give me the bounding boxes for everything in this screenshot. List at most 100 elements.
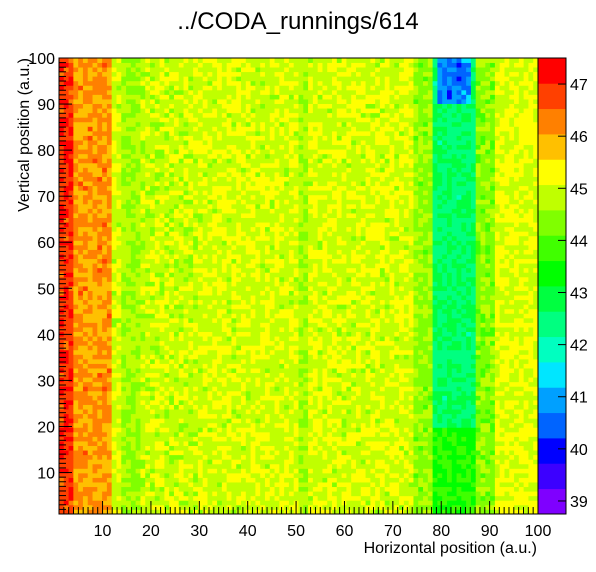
heatmap-cell — [226, 427, 232, 433]
heatmap-cell — [121, 295, 127, 301]
heatmap-cell — [183, 500, 189, 506]
heatmap-cell — [154, 181, 160, 187]
heatmap-cell — [164, 71, 170, 77]
heatmap-cell — [92, 308, 98, 314]
heatmap-cell — [78, 363, 84, 369]
heatmap-cell — [68, 491, 74, 497]
heatmap-cell — [159, 208, 165, 214]
heatmap-cell — [293, 349, 299, 355]
heatmap-cell — [59, 477, 65, 483]
heatmap-cell — [255, 418, 261, 424]
heatmap-cell — [197, 258, 204, 264]
heatmap-cell — [173, 144, 180, 150]
heatmap-cell — [293, 404, 299, 410]
heatmap-cell — [245, 117, 251, 123]
heatmap-cell — [255, 194, 261, 200]
heatmap-cell — [130, 504, 137, 510]
heatmap-cell — [183, 181, 189, 187]
heatmap-cell — [92, 254, 98, 260]
heatmap-cell — [164, 126, 170, 132]
heatmap-cell — [145, 386, 151, 392]
heatmap-cell — [226, 327, 232, 332]
heatmap-cell — [116, 390, 122, 396]
heatmap-cell — [82, 89, 89, 95]
heatmap-cell — [221, 226, 228, 232]
heatmap-cell — [284, 117, 290, 123]
heatmap-cell — [212, 121, 218, 127]
heatmap-cell — [255, 254, 261, 260]
heatmap-cell — [245, 62, 251, 68]
heatmap-cell — [130, 427, 137, 433]
heatmap-cell — [97, 217, 103, 223]
heatmap-cell — [164, 345, 170, 351]
heatmap-cell — [226, 358, 232, 364]
heatmap-cell — [231, 354, 237, 360]
heatmap-cell — [97, 80, 103, 86]
heatmap-cell — [217, 331, 223, 337]
heatmap-cell — [188, 176, 194, 182]
heatmap-cell — [202, 304, 208, 310]
heatmap-cell — [111, 482, 117, 488]
heatmap-cell — [279, 176, 285, 182]
heatmap-cell — [102, 130, 108, 136]
heatmap-cell — [183, 395, 189, 401]
heatmap-cell — [284, 76, 290, 82]
heatmap-cell — [111, 153, 117, 159]
heatmap-cell — [221, 267, 228, 273]
heatmap-cell — [87, 103, 93, 109]
heatmap-cell — [59, 504, 65, 510]
heatmap-cell — [159, 194, 165, 200]
heatmap-cell — [255, 322, 261, 328]
heatmap-cell — [293, 413, 299, 419]
heatmap-cell — [207, 130, 213, 136]
heatmap-cell — [116, 254, 122, 260]
heatmap-cell — [183, 313, 189, 319]
heatmap-cell — [241, 363, 247, 369]
heatmap-cell — [92, 354, 98, 360]
heatmap-cell — [68, 71, 74, 77]
heatmap-cell — [116, 121, 122, 127]
heatmap-cell — [279, 459, 285, 465]
heatmap-cell — [111, 144, 117, 150]
heatmap-cell — [63, 358, 69, 364]
heatmap-cell — [197, 340, 204, 346]
heatmap-cell — [63, 404, 69, 410]
heatmap-cell — [188, 254, 194, 260]
heatmap-cell — [241, 194, 247, 200]
heatmap-cell — [106, 395, 113, 401]
heatmap-cell — [173, 395, 180, 401]
heatmap-cell — [164, 431, 170, 437]
heatmap-cell — [260, 149, 266, 155]
heatmap-cell — [106, 358, 113, 364]
heatmap-cell — [183, 126, 189, 132]
heatmap-cell — [255, 395, 261, 401]
heatmap-cell — [130, 240, 137, 246]
heatmap-cell — [221, 354, 228, 360]
heatmap-cell — [202, 450, 208, 456]
heatmap-cell — [92, 62, 98, 68]
heatmap-cell — [106, 486, 113, 492]
heatmap-cell — [150, 363, 156, 369]
heatmap-cell — [207, 144, 213, 150]
heatmap-cell — [193, 390, 199, 396]
heatmap-cell — [241, 445, 247, 451]
heatmap-cell — [293, 181, 299, 187]
heatmap-cell — [145, 349, 151, 355]
heatmap-cell — [293, 317, 299, 323]
heatmap-cell — [135, 336, 141, 342]
heatmap-cell — [193, 144, 199, 150]
heatmap-cell — [68, 85, 74, 91]
heatmap-cell — [260, 477, 266, 483]
heatmap-cell — [111, 431, 117, 437]
heatmap-cell — [260, 263, 266, 269]
heatmap-cell — [207, 441, 213, 446]
heatmap-cell — [116, 372, 122, 378]
heatmap-cell — [135, 468, 141, 474]
heatmap-cell — [221, 404, 228, 410]
heatmap-cell — [245, 94, 251, 100]
heatmap-cell — [130, 58, 137, 63]
heatmap-cell — [221, 286, 228, 291]
heatmap-cell — [126, 185, 132, 191]
heatmap-cell — [78, 263, 84, 269]
heatmap-cell — [135, 135, 141, 141]
